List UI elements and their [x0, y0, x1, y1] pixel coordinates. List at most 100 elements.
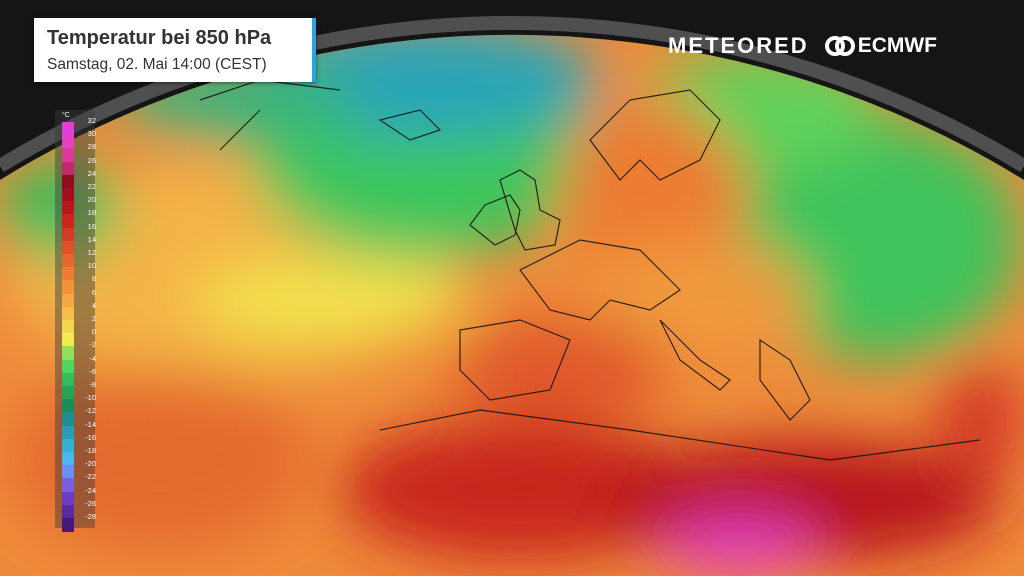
- legend-label: 12: [87, 248, 96, 257]
- title-box: Temperatur bei 850 hPa Samstag, 02. Mai …: [34, 18, 316, 82]
- legend-item: -10: [62, 393, 96, 413]
- legend-item: -12: [62, 406, 96, 426]
- legend-label: 32: [87, 116, 96, 125]
- legend-item: -8: [62, 380, 96, 400]
- legend-label: 18: [87, 208, 96, 218]
- legend-label: 2: [91, 314, 96, 323]
- legend-item: -18: [62, 446, 96, 466]
- legend-swatch: [62, 280, 74, 294]
- legend-swatch: [62, 438, 74, 453]
- legend-label: -24: [85, 485, 96, 495]
- temperature-legend: °C 32 30 28 26 24 22 20 18 16 14 12 10 8 6 4 2 0 -2 -4 -6 -8…: [55, 110, 96, 532]
- legend-item: 28: [62, 142, 96, 162]
- ecmwf-mark-icon: [824, 36, 855, 56]
- legend-item: 22: [62, 182, 96, 202]
- legend-swatch: [62, 267, 74, 281]
- legend-swatch: [62, 465, 74, 479]
- legend-swatch: [62, 372, 74, 387]
- legend-item: -28: [62, 512, 96, 532]
- legend-item: 4: [62, 301, 96, 321]
- legend-item: 8: [62, 274, 96, 294]
- legend-label: 24: [87, 168, 96, 178]
- legend-item: 10: [62, 261, 96, 281]
- legend-swatch: [62, 412, 74, 426]
- legend-swatch: [62, 148, 74, 162]
- legend-label: 26: [87, 155, 96, 165]
- legend-label: 6: [91, 287, 96, 297]
- legend-label: 22: [87, 182, 96, 191]
- legend-swatch: [62, 293, 74, 308]
- legend-label: -12: [85, 406, 96, 416]
- legend-item: 30: [62, 129, 96, 149]
- legend-item: 16: [62, 222, 96, 242]
- legend-swatch: [62, 174, 74, 189]
- legend-label: -2: [89, 340, 96, 350]
- legend-item: 6: [62, 288, 96, 308]
- legend-label: -22: [85, 472, 96, 482]
- logos: METEORED ECMWF: [668, 33, 937, 59]
- legend-label: -6: [89, 366, 96, 376]
- legend-item: 20: [62, 195, 96, 215]
- legend-swatch: [62, 491, 74, 506]
- legend-label: -10: [85, 393, 96, 403]
- legend-swatch: [62, 161, 74, 176]
- legend-swatch: [62, 227, 74, 242]
- legend-label: 4: [91, 300, 96, 310]
- coastlines: [199, 79, 981, 461]
- legend-label: -26: [85, 498, 96, 508]
- legend-label: -20: [85, 459, 96, 469]
- legend-swatch: [62, 399, 74, 413]
- legend-swatch: [62, 201, 74, 215]
- legend-swatch: [62, 122, 74, 136]
- legend-swatch: [62, 254, 74, 268]
- legend-swatch: [62, 188, 74, 202]
- legend-swatch: [62, 425, 74, 440]
- legend-swatch: [62, 359, 74, 374]
- legend-item: 32: [62, 116, 96, 136]
- legend-item: 14: [62, 235, 96, 255]
- legend-swatch: [62, 478, 74, 492]
- legend-label: -14: [85, 419, 96, 429]
- legend-swatch: [62, 386, 74, 400]
- legend-item: 18: [62, 208, 96, 228]
- ecmwf-text: ECMWF: [857, 34, 938, 57]
- legend-label: 28: [87, 142, 96, 152]
- legend-swatch: [62, 504, 74, 519]
- legend-swatch: [62, 452, 74, 466]
- ecmwf-logo: ECMWF: [824, 34, 938, 58]
- legend-label: 20: [87, 195, 96, 205]
- legend-label: -8: [89, 380, 96, 389]
- meteored-logo: METEORED: [668, 33, 809, 58]
- legend-swatch: [62, 518, 74, 532]
- legend-item: 2: [62, 314, 96, 334]
- globe-glow: [0, 15, 1024, 172]
- legend-item: 12: [62, 248, 96, 268]
- legend-swatch: [62, 306, 74, 321]
- legend-label: 16: [87, 221, 96, 231]
- map-timestamp: Samstag, 02. Mai 14:00 (CEST): [47, 56, 267, 73]
- legend-label: 10: [87, 261, 96, 271]
- legend-label: 14: [87, 234, 96, 244]
- legend-item: -20: [62, 459, 96, 479]
- legend-item: 26: [62, 156, 96, 176]
- legend-label: -16: [85, 432, 96, 442]
- legend-item: 0: [62, 327, 96, 347]
- legend-item: -24: [62, 486, 96, 506]
- legend-item: 24: [62, 169, 96, 189]
- legend-item: -6: [62, 367, 96, 387]
- legend-item: -4: [62, 354, 96, 374]
- legend-unit: °C: [62, 112, 70, 119]
- legend-item: -16: [62, 433, 96, 453]
- legend-item: -26: [62, 499, 96, 519]
- legend-swatch: [62, 240, 74, 255]
- legend-label: -18: [85, 446, 96, 455]
- legend-swatch: [62, 346, 74, 360]
- legend-label: 8: [91, 274, 96, 284]
- legend-label: -28: [85, 512, 96, 521]
- legend-swatch: [62, 214, 74, 228]
- legend-swatch: [62, 333, 74, 347]
- legend-label: 0: [91, 327, 96, 337]
- legend-swatch: [62, 135, 74, 149]
- legend-swatch: [62, 320, 74, 334]
